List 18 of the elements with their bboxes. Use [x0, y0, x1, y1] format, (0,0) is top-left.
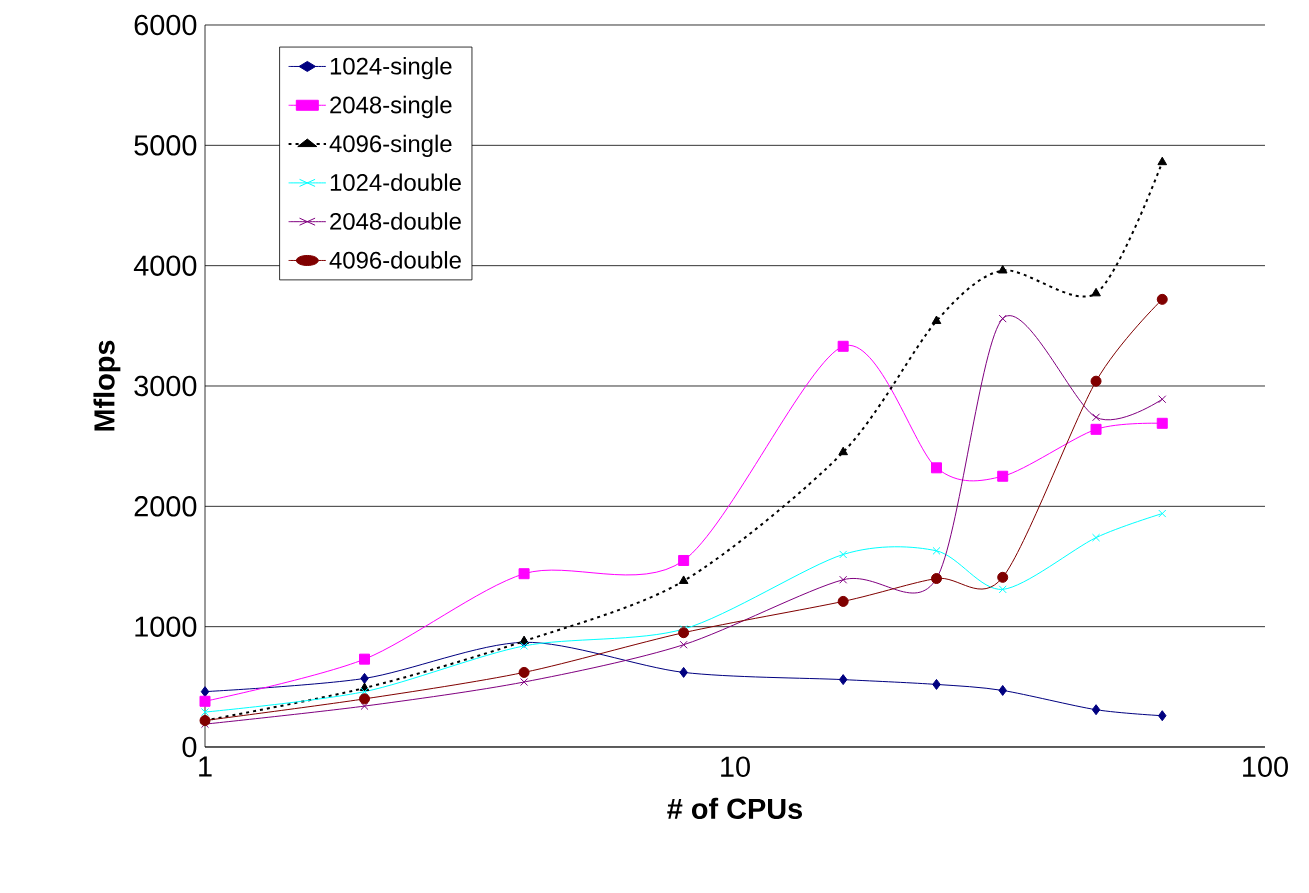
y-tick-label: 1000 [135, 616, 197, 637]
y-tick-label: 4000 [133, 255, 197, 276]
x-tick-label: 10 [721, 756, 750, 777]
x-tick-label: 100 [1243, 756, 1288, 777]
legend-label: 4096-single [329, 134, 452, 157]
y-tick-label: 5000 [134, 135, 197, 156]
legend-label: 4096-double [329, 251, 461, 269]
x-tick-label: 1 [199, 756, 212, 777]
y-tick-label: 6000 [134, 14, 197, 36]
y-tick-label: 3000 [134, 375, 197, 397]
y-tick-label: 2000 [134, 496, 197, 517]
legend-label: 1024-single [330, 57, 452, 80]
y-axis-title: Mflops [93, 340, 121, 431]
legend-label: 2048-double [330, 212, 461, 230]
legend-label: 2048-single [330, 95, 452, 119]
x-axis-title: # of CPUs [667, 797, 803, 820]
y-tick-label: 0 [182, 736, 197, 758]
legend-label: 1024-double [330, 173, 461, 192]
